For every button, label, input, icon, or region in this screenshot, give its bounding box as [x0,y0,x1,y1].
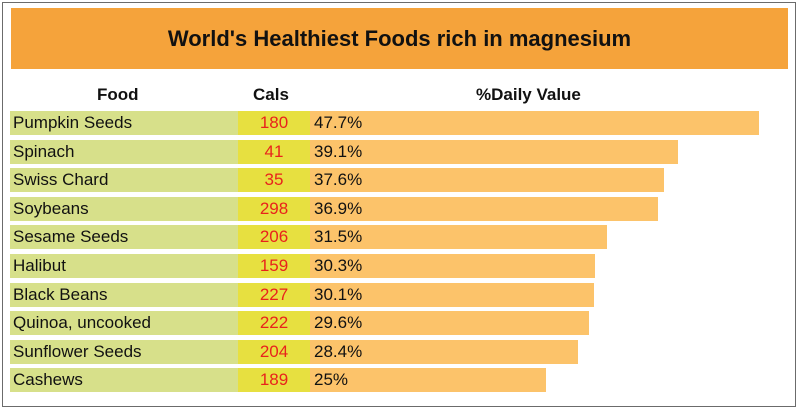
food-name: Sunflower Seeds [13,341,142,361]
food-cell: Sunflower Seeds [10,339,238,364]
food-cell: Pumpkin Seeds [10,111,238,135]
daily-value-label: 28.4% [314,341,363,361]
cals-cell: 35 [238,168,310,193]
cals-value: 206 [259,227,289,247]
food-name: Black Beans [13,284,108,304]
food-cell: Swiss Chard [10,168,238,193]
table-row: Soybeans 298 36.9% [0,196,800,221]
cals-value: 35 [264,170,284,190]
food-cell: Spinach [10,139,238,164]
column-header-daily-value: %Daily Value [476,85,581,104]
cals-cell: 298 [238,196,310,221]
food-name: Halibut [13,256,66,275]
daily-value-bar [310,282,594,307]
cals-cell: 227 [238,282,310,307]
food-cell: Quinoa, uncooked [10,311,238,336]
cals-value: 204 [259,341,289,361]
daily-value-bar [310,196,658,221]
food-cell: Black Beans [10,282,238,307]
food-cell: Cashews [10,368,238,393]
daily-value-label: 30.1% [314,284,363,304]
table-row: Sesame Seeds 206 31.5% [0,225,800,250]
food-name: Swiss Chard [13,170,109,190]
food-name: Spinach [13,141,75,161]
food-name: Soybeans [13,198,89,218]
daily-value-bar [310,139,678,164]
table-row: Sunflower Seeds 204 28.4% [0,339,800,364]
daily-value-label: 39.1% [314,141,363,161]
daily-value-bar [310,368,546,393]
cals-cell: 180 [238,111,310,135]
daily-value-label: 36.9% [314,198,363,218]
daily-value-bar [310,339,578,364]
cals-value: 222 [259,313,289,333]
table-row: Swiss Chard 35 37.6% [0,168,800,193]
daily-value-bar [310,168,664,193]
daily-value-label: 31.5% [314,227,363,247]
daily-value-label: 30.3% [314,256,363,275]
daily-value-bar [310,254,595,278]
food-name: Cashews [13,370,83,390]
cals-cell: 159 [238,254,310,278]
daily-value-label: 25% [314,370,349,390]
cals-value: 298 [259,198,289,218]
food-name: Sesame Seeds [13,227,129,247]
table-row: Cashews 189 25% [0,368,800,393]
daily-value-label: 29.6% [314,313,363,333]
cals-value: 180 [259,113,289,132]
cals-value: 159 [259,256,289,275]
food-cell: Sesame Seeds [10,225,238,250]
cals-cell: 204 [238,339,310,364]
cals-cell: 41 [238,139,310,164]
cals-cell: 222 [238,311,310,336]
column-header-cals: Cals [253,85,289,104]
food-cell: Soybeans [10,196,238,221]
daily-value-label: 37.6% [314,170,363,190]
cals-value: 41 [264,141,284,161]
daily-value-bar [310,111,759,135]
cals-cell: 206 [238,225,310,250]
table-row: Black Beans 227 30.1% [0,282,800,307]
cals-cell: 189 [238,368,310,393]
cals-value: 189 [259,370,289,390]
daily-value-bar [310,225,607,250]
table-row: Quinoa, uncooked 222 29.6% [0,311,800,336]
column-header-food: Food [97,85,139,104]
food-name: Quinoa, uncooked [13,313,151,333]
daily-value-label: 47.7% [314,113,363,132]
table-row: Pumpkin Seeds 180 47.7% [0,111,800,135]
cals-value: 227 [259,284,289,304]
food-cell: Halibut [10,254,238,278]
table-row: Halibut 159 30.3% [0,254,800,278]
title-banner: World's Healthiest Foods rich in magnesi… [11,8,788,69]
chart-title: World's Healthiest Foods rich in magnesi… [167,26,632,51]
daily-value-bar [310,311,589,336]
table-row: Spinach 41 39.1% [0,139,800,164]
food-name: Pumpkin Seeds [13,113,133,132]
